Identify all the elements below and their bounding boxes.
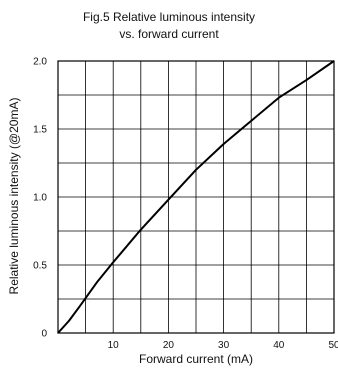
y-tick-label-2: 1.0: [33, 193, 47, 204]
x-tick-label-1: 20: [163, 340, 175, 351]
y-tick-label-4: 2.0: [33, 57, 47, 68]
x-tick-label-4: 50: [328, 340, 338, 351]
y-tick-label-0: 0: [41, 329, 47, 340]
x-tick-label-3: 40: [273, 340, 285, 351]
y-tick-label-1: 0.5: [33, 261, 47, 272]
y-axis-label: Relative luminous intensity (@20mA): [7, 97, 21, 295]
x-tick-label-0: 10: [108, 340, 120, 351]
x-axis-label: Forward current (mA): [138, 352, 254, 366]
y-tick-label-3: 1.5: [33, 125, 47, 136]
chart-title-line-1: Fig.5 Relative luminous intensity: [82, 10, 256, 24]
chart-title-line-2: vs. forward current: [119, 27, 219, 41]
series-line-0: [57, 60, 335, 334]
plot-frame: [57, 60, 335, 334]
x-tick-label-2: 30: [218, 340, 230, 351]
